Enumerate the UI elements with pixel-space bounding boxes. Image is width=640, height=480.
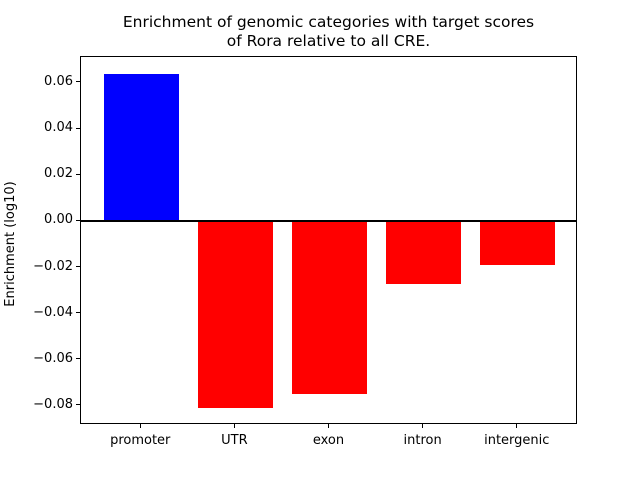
bar-intron (385, 221, 462, 284)
zero-line (81, 220, 576, 223)
y-tick-label: −0.06 (33, 350, 73, 366)
y-tick-label: 0.00 (44, 212, 73, 228)
x-tick-mark (328, 424, 329, 428)
y-tick-label: 0.06 (44, 73, 73, 89)
y-tick-mark (76, 404, 80, 406)
y-tick-mark (76, 81, 80, 83)
y-tick-label: −0.08 (33, 396, 73, 412)
x-tick-mark (516, 424, 518, 428)
x-tick-label-exon: exon (312, 433, 345, 448)
y-axis-label: Enrichment (log10) (3, 181, 18, 307)
x-tick-label-promoter: promoter (110, 433, 171, 448)
y-tick-label: 0.04 (44, 120, 73, 136)
x-tick-mark (422, 424, 424, 428)
y-tick-label: −0.04 (33, 304, 73, 320)
chart-title-line1: Enrichment of genomic categories with ta… (122, 13, 535, 31)
bar-UTR (197, 221, 274, 409)
y-tick-mark (76, 312, 80, 314)
plot-area (80, 56, 577, 424)
chart-title: Enrichment of genomic categories with ta… (80, 13, 577, 50)
y-tick-mark (76, 173, 80, 175)
x-tick-mark (233, 424, 235, 428)
y-tick-mark (76, 219, 80, 221)
x-tick-label-UTR: UTR (221, 433, 248, 448)
x-tick-mark (139, 424, 141, 428)
y-tick-mark (76, 266, 80, 268)
bar-promoter (103, 73, 179, 222)
chart-title-line2: of Rora relative to all CRE. (226, 31, 431, 50)
x-tick-label-intron: intron (403, 433, 442, 448)
bar-exon (291, 221, 368, 395)
bar-intergenic (480, 221, 556, 266)
y-tick-mark (76, 358, 80, 360)
y-tick-label: −0.02 (33, 258, 73, 274)
y-tick-label: 0.02 (44, 166, 73, 182)
x-tick-label-intergenic: intergenic (484, 433, 550, 448)
y-tick-mark (76, 127, 80, 129)
